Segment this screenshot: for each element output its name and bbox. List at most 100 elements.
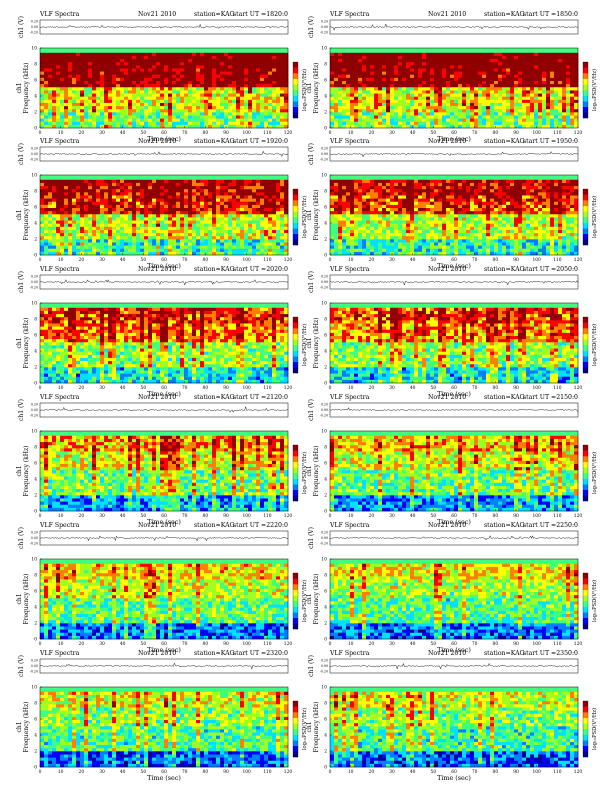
spectrogram-cell <box>374 68 378 71</box>
spectrogram-cell <box>386 109 390 112</box>
spectrogram-cell <box>358 81 362 84</box>
spectrogram-cell <box>44 224 48 227</box>
spectrogram-cell <box>260 208 264 211</box>
spectrogram-cell <box>192 221 196 224</box>
spectrogram-cell <box>204 180 208 183</box>
spectrogram-cell <box>538 62 542 65</box>
spectrogram-cell <box>104 202 108 205</box>
spectrogram-cell <box>132 119 136 122</box>
spectrogram-cell <box>212 59 216 62</box>
spectrogram-cell <box>124 227 128 230</box>
colorbar-segment <box>293 96 298 102</box>
spectrogram-cell <box>430 90 434 93</box>
spectrogram-cell <box>438 115 442 118</box>
spectrogram-cell <box>60 246 64 249</box>
y-tick-label: 4 <box>34 222 37 227</box>
spectrogram-cell <box>402 109 406 112</box>
spectrogram-cell <box>442 94 446 97</box>
spectrogram-cell <box>362 56 366 59</box>
spectrogram-cell <box>176 189 180 192</box>
spectrogram-cell <box>240 112 244 115</box>
spectrogram-cell <box>56 84 60 87</box>
spectrogram-cell <box>88 115 92 118</box>
spectrogram-cell <box>334 109 338 112</box>
spectrogram-cell <box>44 227 48 230</box>
spectrogram-cell <box>124 192 128 195</box>
spectrogram-cell <box>140 65 144 68</box>
spectrogram-cell <box>192 68 196 71</box>
spectrogram-cell <box>92 242 96 245</box>
spectrogram-cell <box>378 183 382 186</box>
spectrogram-cell <box>362 103 366 106</box>
spectrogram-cell <box>518 53 522 56</box>
spectrogram-cell <box>52 186 56 189</box>
spectrogram-cell <box>140 239 144 242</box>
spectrogram-cell <box>144 87 148 90</box>
spectrogram-cell <box>450 112 454 115</box>
spectrogram-cell <box>96 75 100 78</box>
spectrogram-cell <box>80 75 84 78</box>
spectrogram-cell <box>80 236 84 239</box>
x-tick-label: 110 <box>263 131 272 136</box>
spectrogram-cell <box>252 208 256 211</box>
spectrogram-cell <box>494 81 498 84</box>
spectrogram-cell <box>478 78 482 81</box>
spectrogram-cell <box>358 53 362 56</box>
spectrogram-cell <box>374 242 378 245</box>
amp-tick-label: 0.20 <box>31 20 38 24</box>
spectrogram-cell <box>212 246 216 249</box>
spectrogram-cell <box>334 224 338 227</box>
spectrogram-cell <box>482 115 486 118</box>
spectrogram-cell <box>362 217 366 220</box>
spectrogram-cell <box>44 65 48 68</box>
spectrogram-cell <box>526 59 530 62</box>
spectrogram-cell <box>370 68 374 71</box>
spectrogram-cell <box>92 100 96 103</box>
spectrogram-cell <box>406 103 410 106</box>
spectrogram-cell <box>72 217 76 220</box>
spectrogram-cell <box>338 239 342 242</box>
spectrogram-cell <box>224 112 228 115</box>
spectrogram-cell <box>498 68 502 71</box>
spectrogram-cell <box>454 97 458 100</box>
spectrogram-cell <box>156 53 160 56</box>
spectrogram-cell <box>40 75 44 78</box>
spectrogram-cell <box>248 75 252 78</box>
spectrogram-cell <box>84 189 88 192</box>
spectrogram-cell <box>490 122 494 125</box>
spectrogram-cell <box>156 90 160 93</box>
spectrogram-cell <box>410 72 414 75</box>
spectrogram-cell <box>116 249 120 252</box>
spectrogram-cell <box>100 65 104 68</box>
spectrogram-cell <box>120 103 124 106</box>
spectrogram-cell <box>64 192 68 195</box>
colorbar-segment <box>293 223 298 229</box>
spectrogram-cell <box>148 56 152 59</box>
spectrogram-cell <box>236 112 240 115</box>
spectrogram-cell <box>334 106 338 109</box>
spectrogram-cell <box>268 221 272 224</box>
spectrogram-cell <box>430 97 434 100</box>
spectrogram-cell <box>482 68 486 71</box>
spectrogram-cell <box>48 103 52 106</box>
spectrogram-cell <box>418 84 422 87</box>
spectrogram-cell <box>200 208 204 211</box>
spectrogram-cell <box>566 87 570 90</box>
spectrogram-cell <box>124 97 128 100</box>
spectrogram-cell <box>100 90 104 93</box>
spectrogram-cell <box>382 186 386 189</box>
spectrogram-cell <box>398 56 402 59</box>
spectrogram-cell <box>342 81 346 84</box>
spectrogram-cell <box>156 68 160 71</box>
spectrogram-cell <box>342 56 346 59</box>
spectrogram-cell <box>390 78 394 81</box>
spectrogram-cell <box>490 68 494 71</box>
spectrogram-cell <box>132 68 136 71</box>
spectrogram-cell <box>172 78 176 81</box>
spectrogram-cell <box>56 90 60 93</box>
spectrogram-cell <box>116 214 120 217</box>
spectrogram-cell <box>176 75 180 78</box>
spectrogram-cell <box>354 119 358 122</box>
spectrogram-cell <box>430 106 434 109</box>
spectrogram-cell <box>458 103 462 106</box>
